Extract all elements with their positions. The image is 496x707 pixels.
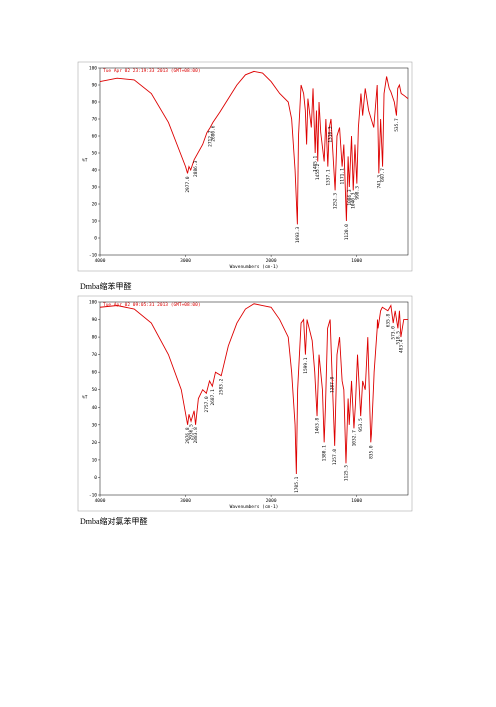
y-tick-label: 0 bbox=[94, 236, 97, 242]
y-tick-label: 50 bbox=[92, 151, 98, 157]
y-tick-label: 70 bbox=[92, 352, 98, 358]
y-axis-label: %T bbox=[82, 158, 88, 164]
peak-label: 535.7 bbox=[394, 118, 400, 132]
y-tick-label: 90 bbox=[92, 317, 98, 323]
peak-label: 1287.8 bbox=[330, 376, 336, 393]
peak-label: 483.4 bbox=[398, 339, 404, 353]
peak-label: 998.3 bbox=[354, 186, 360, 200]
y-tick-label: 30 bbox=[92, 185, 98, 191]
peak-label: 2886.3 bbox=[193, 160, 199, 177]
peak-label: 1485.1 bbox=[313, 155, 319, 172]
x-tick-label: 2000 bbox=[266, 258, 277, 264]
y-tick-label: 80 bbox=[92, 335, 98, 341]
peak-label: 1171.1 bbox=[340, 168, 346, 185]
spectrum-line bbox=[99, 303, 408, 474]
peak-label: 2583.2 bbox=[219, 378, 225, 395]
x-tick-label: 4000 bbox=[95, 498, 106, 504]
spectrum-line bbox=[99, 70, 409, 225]
peak-label: 2977.0 bbox=[185, 176, 191, 193]
peak-label: 1120.0 bbox=[344, 224, 350, 241]
peak-label: 1252.3 bbox=[333, 193, 339, 210]
peak-label: 2976.8 bbox=[185, 427, 191, 444]
y-tick-label: 30 bbox=[92, 422, 98, 428]
peak-label: 697.7 bbox=[380, 168, 386, 182]
y-tick-label: 40 bbox=[92, 168, 98, 174]
plot-frame bbox=[99, 67, 409, 256]
y-tick-label: 100 bbox=[89, 66, 97, 72]
y-tick-label: 40 bbox=[92, 405, 98, 411]
peak-label: 2680.6 bbox=[210, 125, 216, 142]
peak-label: 953.5 bbox=[358, 418, 364, 432]
y-tick-label: 50 bbox=[92, 387, 98, 393]
peak-label: 518.5 bbox=[395, 331, 401, 345]
peak-label: 1599.1 bbox=[303, 357, 309, 374]
peak-label: 635.8 bbox=[385, 313, 391, 327]
y-tick-label: 20 bbox=[92, 440, 98, 446]
x-axis-label: Wavenumbers (cm-1) bbox=[230, 264, 279, 270]
peak-label: 1380.1 bbox=[322, 445, 328, 462]
peak-label: 573.0 bbox=[391, 326, 397, 340]
y-tick-label: -10 bbox=[89, 493, 97, 499]
peak-label: 1310.3 bbox=[328, 126, 334, 143]
y-tick-label: 10 bbox=[92, 457, 98, 463]
x-tick-label: 3000 bbox=[180, 498, 191, 504]
y-tick-label: 60 bbox=[92, 370, 98, 376]
peak-label: 1257.0 bbox=[332, 449, 338, 466]
peak-label: 1455.2 bbox=[315, 164, 321, 181]
x-tick-label: 1000 bbox=[351, 498, 362, 504]
caption: Dmba缩对氯苯甲醛 bbox=[80, 516, 148, 526]
chart-frame bbox=[77, 61, 413, 272]
plot-frame bbox=[99, 301, 409, 496]
y-tick-label: 60 bbox=[92, 134, 98, 140]
y-tick-label: -10 bbox=[89, 253, 97, 259]
peak-label: 1705.1 bbox=[294, 476, 300, 493]
peak-label: 1040.3 bbox=[351, 192, 357, 209]
x-axis-label: Wavenumbers (cm-1) bbox=[230, 504, 279, 510]
chart-frame bbox=[77, 295, 413, 512]
x-tick-label: 4000 bbox=[95, 258, 106, 264]
y-axis-label: %T bbox=[82, 395, 88, 401]
y-tick-label: 80 bbox=[92, 100, 98, 106]
chart-title: Tue Apr 02 23:19:33 2013 (GMT+08:00) bbox=[103, 68, 201, 74]
peak-label: 1086.3 bbox=[347, 189, 353, 206]
y-tick-label: 100 bbox=[89, 300, 97, 306]
peak-label: 1693.3 bbox=[295, 227, 301, 244]
x-tick-label: 3000 bbox=[180, 258, 191, 264]
y-tick-label: 0 bbox=[94, 475, 97, 481]
peak-label: 2712.7 bbox=[208, 130, 214, 147]
peak-label: 1463.8 bbox=[314, 417, 320, 434]
y-tick-label: 10 bbox=[92, 219, 98, 225]
y-tick-label: 90 bbox=[92, 83, 98, 89]
y-tick-label: 70 bbox=[92, 117, 98, 123]
x-tick-label: 2000 bbox=[266, 498, 277, 504]
peak-label: 741.3 bbox=[376, 175, 382, 189]
peak-label: 2757.0 bbox=[204, 396, 210, 413]
peak-label: 2687.1 bbox=[210, 389, 216, 406]
peak-label: 1337.1 bbox=[325, 169, 331, 186]
peak-label: 2936.5 bbox=[188, 424, 194, 441]
peak-label: 1125.5 bbox=[343, 465, 349, 482]
x-tick-label: 1000 bbox=[351, 258, 362, 264]
peak-label: 1032.7 bbox=[351, 430, 357, 447]
peak-label: 2883.8 bbox=[193, 427, 199, 444]
caption: Dmba缩苯甲醛 bbox=[80, 281, 132, 291]
peak-label: 835.0 bbox=[368, 445, 374, 459]
chart-title: Tue Apr 02 09:05:31 2013 (GMT+08:00) bbox=[103, 302, 201, 308]
y-tick-label: 20 bbox=[92, 202, 98, 208]
